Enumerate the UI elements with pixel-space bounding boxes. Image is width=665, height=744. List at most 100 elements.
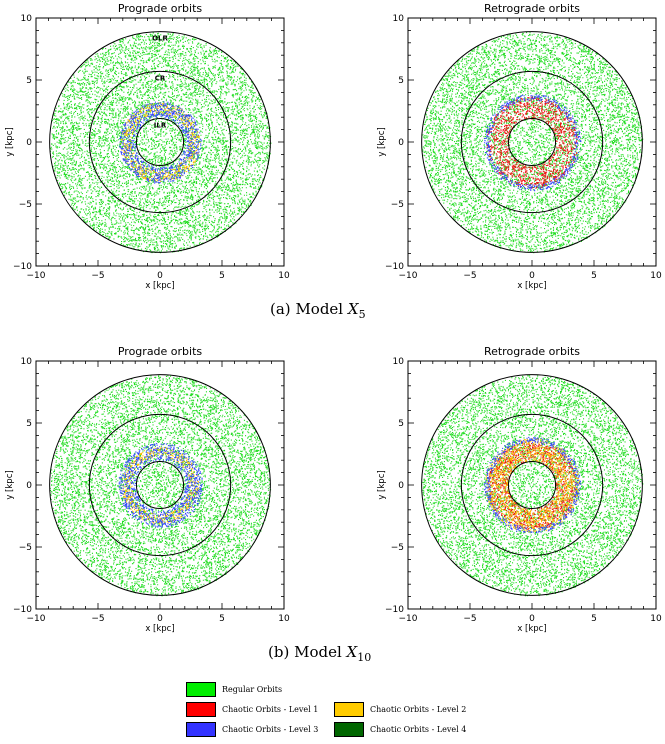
x-tick-label: 10 xyxy=(278,271,290,281)
resonance-circle-0 xyxy=(507,117,557,167)
caption-a: (a) Model X5 xyxy=(270,300,366,321)
panel-b-prograde: Prograde orbits −10 −5 0 5 10 −10 −5 0 5 10 x [kpc]… xyxy=(0,343,300,634)
panel-a-retrograde: Retrograde orbits −10 −5 0 5 10 −10 −5 0 5 10 x [kp… xyxy=(372,0,665,291)
chart-b-prograde: Prograde orbits −10 −5 0 5 10 −10 −5 0 5 10 x [kpc]… xyxy=(5,345,290,634)
x-tick-label: 0 xyxy=(529,614,535,624)
y-tick-label: 0 xyxy=(26,481,32,491)
y-tick-label: −5 xyxy=(19,543,32,553)
legend-item-level-1: Chaotic Orbits - Level 1 xyxy=(186,699,318,719)
legend-item-level-4: Chaotic Orbits - Level 4 xyxy=(334,719,466,739)
resonance-circle-1 xyxy=(460,70,604,214)
orbit-points xyxy=(50,32,272,254)
orbit-points xyxy=(422,32,644,254)
x-tick-label: −5 xyxy=(91,271,104,281)
y-tick-label: −10 xyxy=(385,262,404,272)
x-tick-label: 0 xyxy=(529,271,535,281)
y-tick-label: −5 xyxy=(391,543,404,553)
y-axis-label: y [kpc] xyxy=(5,470,15,499)
y-tick-label: −10 xyxy=(13,262,32,272)
legend-item-level-2: Chaotic Orbits - Level 2 xyxy=(334,699,466,719)
x-tick-label: 0 xyxy=(157,271,163,281)
x-tick-label: −5 xyxy=(463,614,476,624)
x-axis-label: x [kpc] xyxy=(145,281,174,291)
chart-a-retrograde: Retrograde orbits −10 −5 0 5 10 −10 −5 0 5 10 x [kp… xyxy=(377,2,662,291)
resonance-label-ilr: ILR xyxy=(154,121,167,129)
chart-title: Retrograde orbits xyxy=(484,2,580,15)
legend-item-regular: Regular Orbits xyxy=(186,679,282,699)
y-axis-label: y [kpc] xyxy=(377,127,387,156)
x-axis-label: x [kpc] xyxy=(517,624,546,634)
y-tick-label: 5 xyxy=(398,76,404,86)
resonance-circle-ilr xyxy=(135,117,185,167)
legend-label-level-2: Chaotic Orbits - Level 2 xyxy=(370,704,467,714)
series-regular-orbits xyxy=(49,375,272,597)
x-tick-label: −5 xyxy=(91,614,104,624)
x-tick-label: 5 xyxy=(591,614,597,624)
y-tick-label: 10 xyxy=(21,14,33,24)
legend-item-level-3: Chaotic Orbits - Level 3 xyxy=(186,719,318,739)
x-tick-label: 5 xyxy=(591,271,597,281)
resonance-circle-2 xyxy=(49,374,271,596)
y-axis-label: y [kpc] xyxy=(5,127,15,156)
caption-a-label: (a) xyxy=(270,300,291,318)
caption-a-symbol: X xyxy=(347,300,359,318)
x-tick-label: 0 xyxy=(157,614,163,624)
y-tick-label: 0 xyxy=(398,481,404,491)
x-tick-label: −10 xyxy=(399,271,418,281)
series-regular-orbits xyxy=(421,375,644,597)
scatter-points-chaotic-orbits-level-1 xyxy=(487,441,578,531)
scatter-points-regular-orbits xyxy=(49,375,272,597)
caption-a-prefix: Model xyxy=(295,300,344,318)
legend-swatch-level-1 xyxy=(186,701,216,717)
caption-b-symbol: X xyxy=(346,643,358,661)
y-axis-label: y [kpc] xyxy=(377,470,387,499)
caption-b: (b) Model X10 xyxy=(268,643,371,664)
resonance-circle-0 xyxy=(507,460,557,510)
resonance-circle-cr xyxy=(88,70,232,214)
resonance-circle-2 xyxy=(421,31,643,253)
x-tick-label: 10 xyxy=(650,614,662,624)
series-chaotic-orbits-level-3 xyxy=(119,101,202,184)
x-tick-label: −5 xyxy=(463,271,476,281)
legend: Regular Orbits Chaotic Orbits - Level 1 … xyxy=(186,679,526,739)
y-tick-label: 5 xyxy=(398,419,404,429)
x-tick-label: −10 xyxy=(27,614,46,624)
y-tick-label: −10 xyxy=(385,605,404,615)
legend-swatch-level-4 xyxy=(334,721,364,737)
y-tick-label: 0 xyxy=(26,138,32,148)
x-tick-label: −10 xyxy=(399,614,418,624)
legend-label-regular: Regular Orbits xyxy=(222,684,283,694)
y-tick-label: 10 xyxy=(21,357,33,367)
x-tick-label: 5 xyxy=(219,271,225,281)
scatter-points-chaotic-orbits-level-3 xyxy=(119,101,202,184)
chart-a-prograde: Prograde orbits ILR CR OLR −10 −5 0 5 10 −10 −5 0 5 1… xyxy=(5,2,290,291)
resonance-circle-1 xyxy=(88,413,232,557)
y-tick-label: 10 xyxy=(393,357,405,367)
legend-label-level-4: Chaotic Orbits - Level 4 xyxy=(370,724,467,734)
scatter-points-chaotic-orbits-level-1 xyxy=(486,96,579,189)
resonance-circle-2 xyxy=(421,374,643,596)
caption-a-subscript: 5 xyxy=(358,308,366,321)
y-tick-label: −5 xyxy=(391,200,404,210)
legend-label-level-1: Chaotic Orbits - Level 1 xyxy=(222,704,319,714)
chart-b-retrograde: Retrograde orbits −10 −5 0 5 10 −10 −5 0 5 10 x [kp… xyxy=(377,345,662,634)
caption-b-prefix: Model xyxy=(294,643,342,661)
series-chaotic-orbits-level-1 xyxy=(487,441,578,531)
resonance-label-cr: CR xyxy=(155,74,166,82)
series-chaotic-orbits-level-3 xyxy=(118,443,203,528)
y-tick-label: 5 xyxy=(26,419,32,429)
scatter-points-regular-orbits xyxy=(421,375,644,597)
x-tick-label: −10 xyxy=(27,271,46,281)
x-axis-label: x [kpc] xyxy=(145,624,174,634)
series-chaotic-orbits-level-2 xyxy=(485,438,581,533)
caption-b-subscript: 10 xyxy=(357,651,372,664)
chart-title: Retrograde orbits xyxy=(484,345,580,358)
x-axis-label: x [kpc] xyxy=(517,281,546,291)
x-tick-label: 5 xyxy=(219,614,225,624)
legend-swatch-level-3 xyxy=(186,721,216,737)
resonance-label-olr: OLR xyxy=(152,35,168,43)
y-tick-label: 0 xyxy=(398,138,404,148)
series-chaotic-orbits-level-1 xyxy=(486,96,579,189)
chart-title: Prograde orbits xyxy=(118,2,203,15)
x-tick-label: 10 xyxy=(278,614,290,624)
